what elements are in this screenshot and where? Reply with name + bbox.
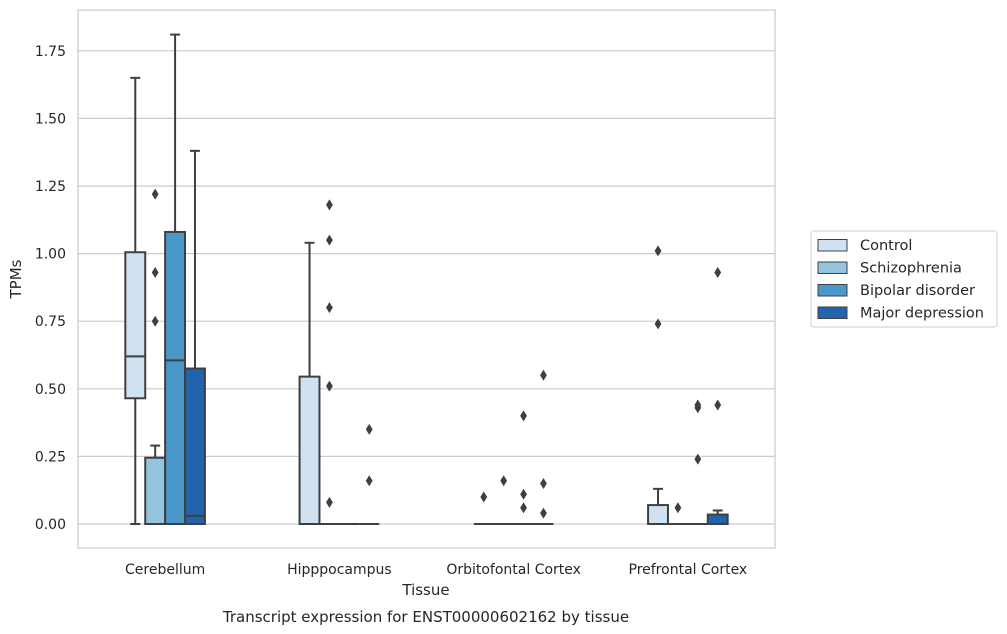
outlier-point: [480, 491, 488, 503]
box-group: [144, 188, 167, 526]
outlier-point: [326, 302, 333, 314]
box-group: [706, 267, 729, 526]
box-plots: [124, 33, 729, 526]
legend-label: Bipolar disorder: [860, 283, 975, 299]
outlier-point: [714, 399, 722, 411]
outlier-point: [540, 507, 547, 519]
outlier-point: [151, 267, 159, 279]
box-body: [298, 375, 321, 525]
outlier-point: [520, 410, 527, 422]
outlier-point: [540, 369, 547, 381]
x-axis-ticks: Cerebellum Hipppocampus Orbitofontal Corte…: [125, 562, 747, 578]
y-tick-label: 1.50: [35, 111, 66, 127]
legend-label: Schizophrenia: [860, 261, 962, 277]
box-group: [647, 245, 669, 525]
x-axis-label: Tissue: [401, 581, 449, 599]
outlier-point: [365, 475, 373, 487]
box-group: [687, 399, 708, 525]
box-body: [124, 251, 147, 400]
outlier-point: [674, 502, 682, 514]
box-group: [513, 410, 534, 525]
legend-swatch: [817, 306, 848, 319]
box-group: [493, 475, 514, 525]
box-body: [647, 504, 669, 525]
box-group: [667, 502, 688, 525]
x-tick-label: Hipppocampus: [287, 562, 392, 578]
x-tick-label: Orbitofontal Cortex: [446, 562, 581, 578]
legend-label: Major depression: [860, 306, 984, 322]
legend-swatch: [817, 261, 848, 274]
box-body: [164, 230, 187, 526]
outlier-point: [654, 245, 662, 257]
outlier-point: [326, 380, 333, 392]
box-group: [184, 149, 206, 525]
outlier-point: [694, 453, 702, 465]
box-group: [124, 76, 147, 525]
outlier-point: [326, 234, 333, 246]
box-group: [533, 369, 554, 525]
outlier-point: [326, 199, 333, 211]
x-tick-label: Cerebellum: [125, 562, 205, 578]
box-group: [319, 199, 340, 525]
outlier-point: [654, 318, 662, 330]
box-group: [298, 241, 321, 525]
legend: Control Schizophrenia Bipolar disorder Majo…: [810, 230, 998, 328]
y-tick-label: 0.50: [35, 382, 66, 398]
y-tick-label: 1.25: [35, 179, 66, 195]
y-tick-label: 0.25: [35, 449, 66, 465]
y-tick-label: 0.75: [35, 314, 66, 330]
chart-caption: Transcript expression for ENST0000060216…: [222, 608, 629, 626]
box-group: [359, 423, 380, 525]
x-tick-label: Prefrontal Cortex: [629, 562, 748, 578]
legend-frame: [810, 230, 998, 328]
outlier-point: [326, 496, 333, 508]
box-group: [164, 33, 187, 526]
outlier-point: [540, 477, 547, 489]
outlier-point: [365, 423, 373, 435]
legend-label: Control: [860, 238, 912, 254]
y-axis-ticks: 0.00 0.25 0.50 0.75 1.00 1.25 1.50 1.75: [35, 44, 66, 533]
outlier-point: [151, 315, 159, 327]
outlier-point: [500, 475, 508, 487]
outlier-point: [151, 188, 159, 200]
legend-swatch: [817, 284, 848, 297]
outlier-point: [714, 267, 722, 279]
y-tick-label: 0.00: [35, 517, 66, 533]
box-body: [144, 456, 167, 526]
y-tick-label: 1.75: [35, 44, 66, 60]
plot-frame: [77, 9, 776, 549]
legend-swatch: [817, 239, 848, 252]
outlier-point: [520, 502, 527, 514]
y-axis-label: TPMs: [7, 259, 25, 299]
outlier-point: [520, 488, 527, 500]
box-body: [706, 513, 729, 526]
box-group: [473, 491, 494, 525]
outlier-point: [694, 399, 702, 411]
y-tick-label: 1.00: [35, 247, 66, 263]
box-body: [184, 367, 206, 525]
